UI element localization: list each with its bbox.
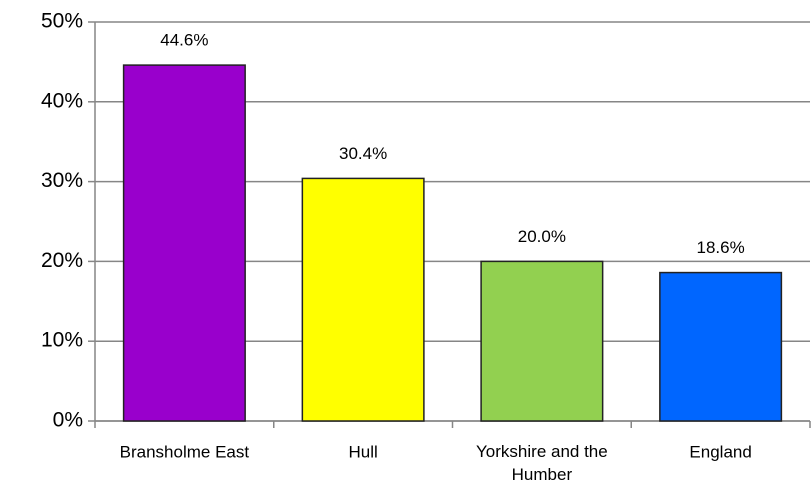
- bar: [122, 64, 246, 422]
- data-label: 30.4%: [339, 144, 387, 163]
- data-label: 44.6%: [160, 31, 208, 50]
- bar: [659, 271, 783, 422]
- data-label: 20.0%: [518, 227, 566, 246]
- data-label: 18.6%: [697, 238, 745, 257]
- x-tick-label: Yorkshire and the Humber: [476, 442, 608, 484]
- x-tick-label: England: [689, 442, 751, 461]
- x-tick-label: Bransholme East: [120, 442, 250, 461]
- y-tick-label: 30%: [41, 169, 83, 192]
- y-tick-label: 20%: [41, 249, 83, 272]
- y-tick-label: 10%: [41, 329, 83, 352]
- x-tick-label-line: Humber: [512, 465, 573, 484]
- y-tick-label: 0%: [53, 409, 83, 432]
- bar: [480, 260, 604, 422]
- x-tick-label: Hull: [348, 442, 377, 461]
- y-tick-label: 50%: [41, 10, 83, 33]
- y-tick-label: 40%: [41, 89, 83, 112]
- bar: [301, 177, 425, 422]
- x-tick-label-line: Yorkshire and the: [476, 442, 608, 461]
